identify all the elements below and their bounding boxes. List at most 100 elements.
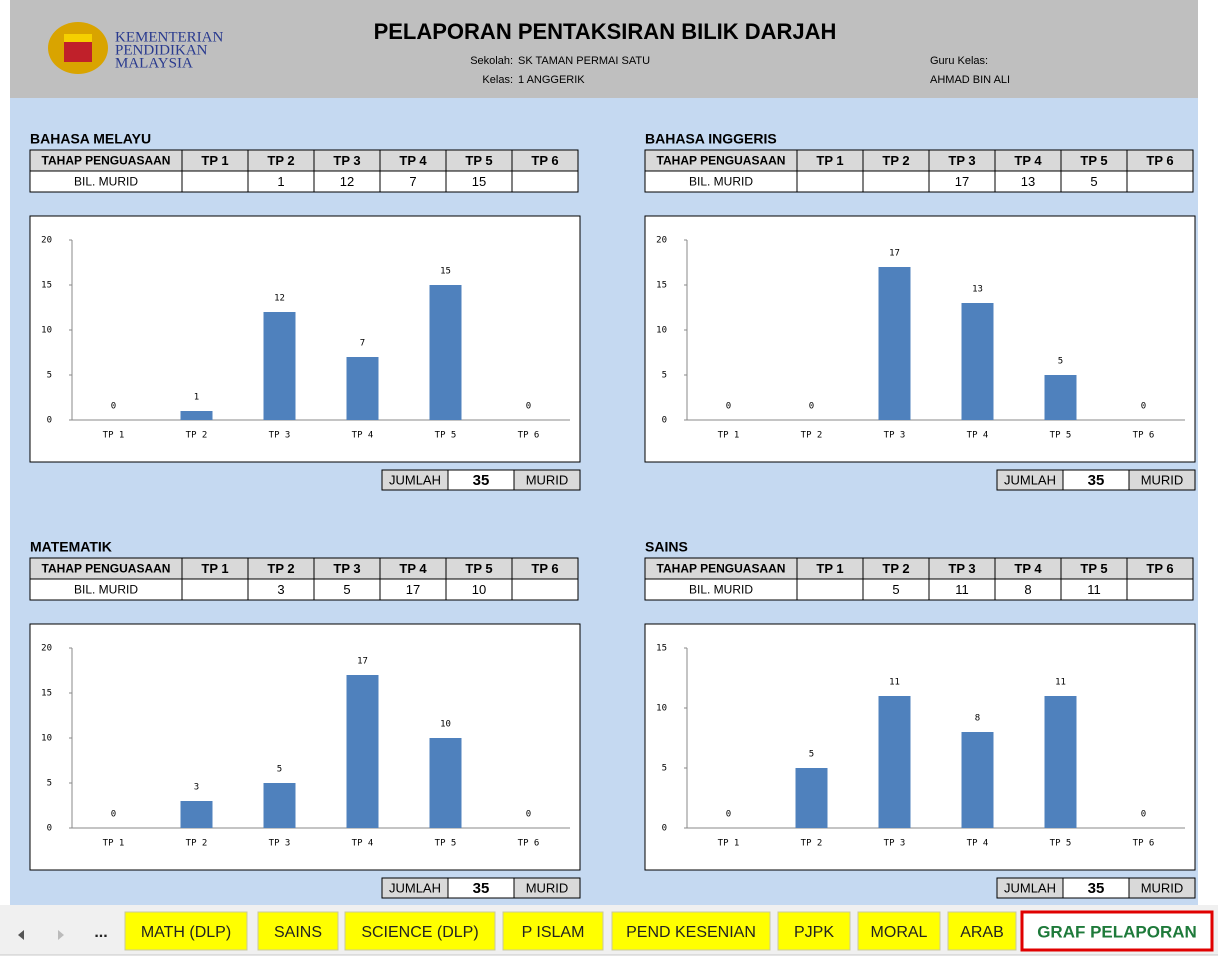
total-unit-cell — [1128, 877, 1196, 899]
table-header-text: TP 2 — [882, 561, 909, 576]
table-cell — [796, 578, 864, 601]
sheet-tab[interactable] — [857, 911, 941, 951]
table-header-text: TP 5 — [465, 153, 492, 168]
x-tick-label: TP 2 — [186, 839, 208, 849]
sheet-tab-label[interactable]: MATH (DLP) — [141, 924, 231, 941]
x-tick-label: TP 3 — [884, 431, 906, 441]
total-value: 35 — [1088, 472, 1105, 489]
table-header-text: TP 2 — [267, 153, 294, 168]
table-cell-value: 5 — [1090, 174, 1097, 189]
data-label: 5 — [1058, 357, 1063, 367]
y-tick-label: 20 — [656, 236, 667, 246]
bar — [263, 783, 296, 828]
sheet-tab[interactable] — [344, 911, 496, 951]
tab-scroll-right[interactable] — [58, 930, 64, 940]
y-tick-label: 20 — [41, 236, 52, 246]
sheet-tab[interactable] — [611, 911, 771, 951]
bar — [180, 411, 213, 420]
bar — [1044, 375, 1077, 420]
table-header-text: TAHAP PENGUASAAN — [657, 562, 786, 576]
table-header-text: TP 5 — [1080, 153, 1107, 168]
bar — [961, 732, 994, 828]
y-tick-label: 0 — [47, 416, 52, 426]
table-cell — [1126, 170, 1194, 193]
x-tick-label: TP 4 — [967, 431, 989, 441]
table-header-text: TAHAP PENGUASAAN — [42, 562, 171, 576]
data-label: 15 — [440, 267, 451, 277]
bar — [961, 303, 994, 420]
table-header-text: TP 6 — [1146, 153, 1173, 168]
data-label: 3 — [194, 783, 199, 793]
class-name: 1 ANGGERIK — [518, 74, 585, 86]
total-label: JUMLAH — [1004, 880, 1056, 895]
x-tick-label: TP 3 — [269, 839, 291, 849]
sheet-tab[interactable] — [502, 911, 604, 951]
table-row-label: BIL. MURID — [689, 175, 753, 189]
y-tick-label: 10 — [656, 704, 667, 714]
table-cell-value: 10 — [472, 582, 486, 597]
table-cell — [181, 578, 249, 601]
sheet-tab[interactable] — [124, 911, 248, 951]
table-cell — [796, 170, 864, 193]
table-cell-value: 1 — [277, 174, 284, 189]
data-label: 13 — [972, 285, 983, 295]
sheet-tab-label[interactable]: PEND KESENIAN — [626, 924, 756, 941]
sheet-tab-label[interactable]: ... — [94, 924, 107, 941]
sheet-tab-label[interactable]: PJPK — [794, 924, 834, 941]
data-label: 11 — [889, 678, 900, 688]
x-tick-label: TP 1 — [103, 431, 125, 441]
table-cell-value: 17 — [406, 582, 420, 597]
x-tick-label: TP 1 — [103, 839, 125, 849]
sheet-tab-label[interactable]: SCIENCE (DLP) — [361, 924, 478, 941]
total-value: 35 — [1088, 880, 1105, 897]
subject-title: SAINS — [645, 539, 688, 555]
table-cell-value: 15 — [472, 174, 486, 189]
table-header-text: TP 3 — [948, 153, 975, 168]
logo-stripe — [64, 34, 92, 42]
bar — [263, 312, 296, 420]
table-header-text: TP 6 — [531, 153, 558, 168]
data-label: 12 — [274, 294, 285, 304]
table-header-text: TAHAP PENGUASAAN — [657, 154, 786, 168]
subject-title: BAHASA INGGERIS — [645, 131, 777, 147]
x-tick-label: TP 2 — [801, 431, 823, 441]
total-unit: MURID — [526, 472, 569, 487]
total-label: JUMLAH — [389, 880, 441, 895]
chart-frame — [644, 215, 1196, 463]
data-label: 0 — [726, 810, 731, 820]
school-name: SK TAMAN PERMAI SATU — [518, 55, 650, 67]
sheet-tab[interactable] — [777, 911, 851, 951]
teacher-name: AHMAD BIN ALI — [930, 74, 1010, 86]
active-sheet-tab[interactable] — [1020, 910, 1214, 952]
y-tick-label: 5 — [47, 371, 52, 381]
table-cell-value: 17 — [955, 174, 969, 189]
total-unit: MURID — [1141, 472, 1184, 487]
sheet-tab[interactable] — [257, 911, 339, 951]
y-tick-label: 0 — [662, 824, 667, 834]
data-label: 7 — [360, 339, 365, 349]
table-header-text: TP 1 — [201, 561, 228, 576]
sheet-tab-label[interactable]: GRAF PELAPORAN — [1037, 922, 1197, 941]
total-unit: MURID — [526, 880, 569, 895]
y-tick-label: 15 — [41, 281, 52, 291]
data-label: 10 — [440, 720, 451, 730]
sheet-tab[interactable] — [947, 911, 1017, 951]
table-cell — [511, 170, 579, 193]
bar — [795, 768, 828, 828]
table-cell-value: 13 — [1021, 174, 1035, 189]
chart-frame — [29, 215, 581, 463]
sheet-tab-label[interactable]: MORAL — [871, 924, 928, 941]
tab-scroll-left[interactable] — [18, 930, 24, 940]
y-tick-label: 5 — [662, 371, 667, 381]
data-label: 17 — [889, 249, 900, 259]
x-tick-label: TP 4 — [352, 839, 374, 849]
sheet-tab-label[interactable]: SAINS — [274, 924, 322, 941]
bar — [1044, 696, 1077, 828]
sheet-tab-label[interactable]: ARAB — [960, 924, 1004, 941]
total-unit-cell — [1128, 469, 1196, 491]
logo-text: MALAYSIA — [115, 55, 193, 71]
chart-frame — [644, 623, 1196, 871]
table-cell-value: 11 — [1087, 582, 1101, 597]
sheet-tab-label[interactable]: P ISLAM — [522, 924, 585, 941]
data-label: 0 — [526, 402, 531, 412]
